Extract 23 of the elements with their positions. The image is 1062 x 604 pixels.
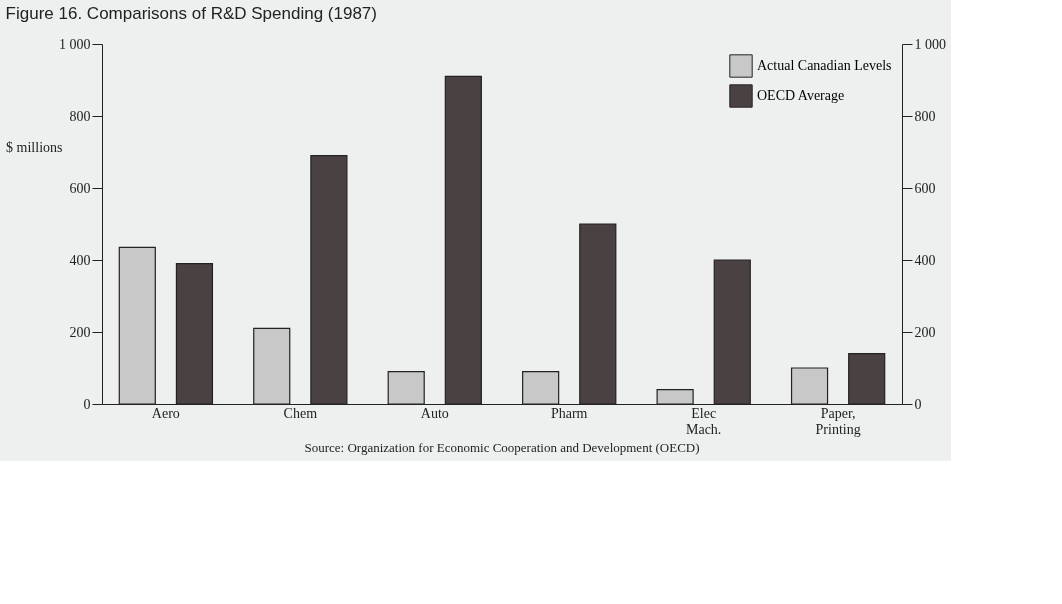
y-tick-label: 600 [69,180,91,196]
x-tick-label: Auto [420,405,449,421]
y-tick-label: 200 [69,324,91,340]
y2-tick-label: 200 [914,324,936,340]
legend-label: Actual Canadian Levels [757,58,892,73]
y2-tick-label: 0 [914,396,922,412]
y2-tick-label: 800 [914,108,936,124]
y-axis-title: $ millions [6,139,63,155]
x-tick-label: Pharm [550,405,588,421]
x-tick-label: Aero [151,405,180,421]
legend-label: OECD Average [757,88,845,103]
source-note: Source: Organization for Economic Cooperation and Development (OECD) [304,440,700,455]
chart-title: Figure 16. Comparisons of R&D Spending (1987) [5,4,377,23]
x-tick-label: Chem [283,405,318,421]
x-tick-label: Elec Mach. [685,405,722,437]
y-tick-label: 400 [69,252,91,268]
y-tick-label: 1 000 [59,36,91,52]
x-tick-label: Paper, Printing [815,405,861,437]
y-tick-label: 800 [69,108,91,124]
y-tick-label: 0 [83,396,91,412]
y2-tick-label: 1 000 [914,36,946,52]
y2-tick-label: 600 [914,180,936,196]
y2-tick-label: 400 [914,252,936,268]
